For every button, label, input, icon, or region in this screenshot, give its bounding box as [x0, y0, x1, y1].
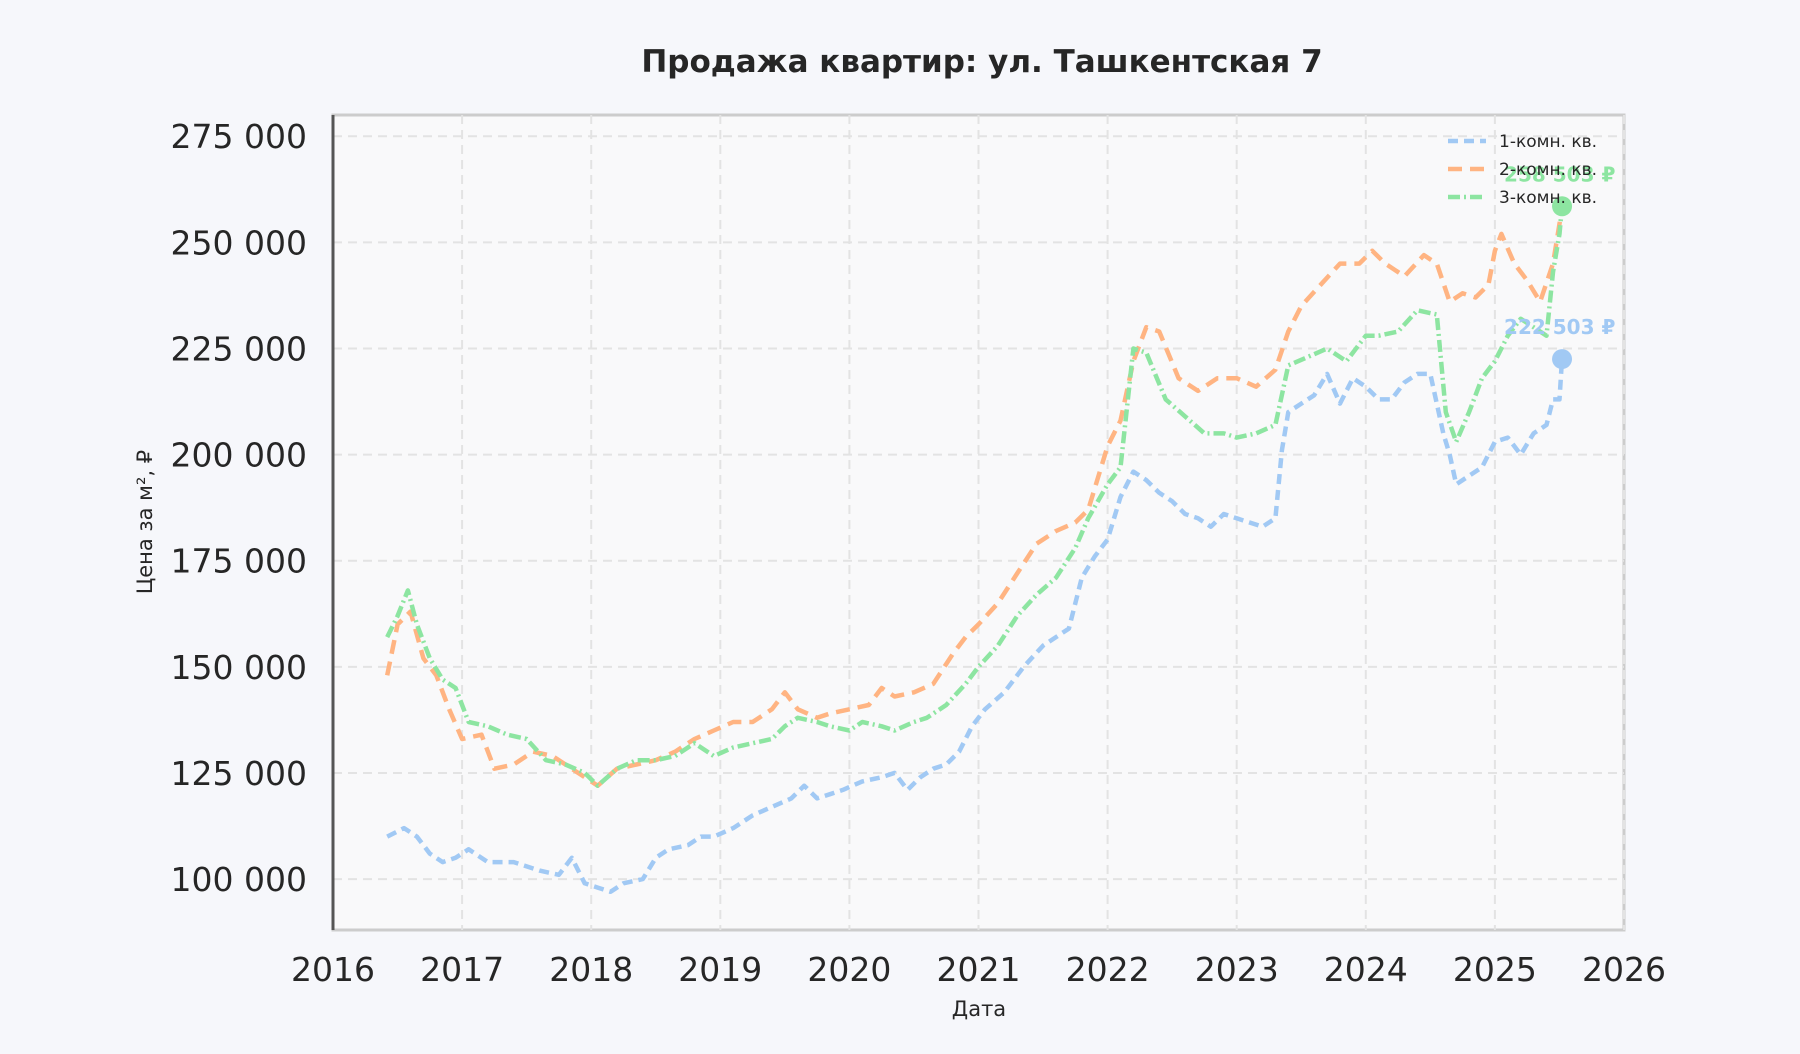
legend-label-1: 1-комн. кв.	[1499, 132, 1597, 152]
x-tick-label: 2024	[1324, 950, 1408, 989]
endpoint-marker-1	[1552, 349, 1573, 370]
x-tick-label: 2026	[1582, 950, 1666, 989]
x-axis-label: Дата	[952, 997, 1006, 1021]
y-tick-label: 175 000	[171, 542, 307, 581]
y-tick-label: 100 000	[171, 860, 307, 899]
y-tick-label: 275 000	[171, 117, 307, 156]
series-line-1	[386, 358, 1565, 895]
annotations: 222 503 ₽ 258 503 ₽	[1504, 162, 1615, 370]
y-tick-label: 250 000	[171, 223, 307, 262]
legend-label-3: 3-комн. кв.	[1499, 188, 1597, 208]
x-tick-label: 2021	[937, 950, 1021, 989]
x-tick-label: 2023	[1195, 950, 1279, 989]
series-line-2	[384, 208, 1565, 788]
chart-title: Продажа квартир: ул. Ташкентская 7	[641, 44, 1322, 80]
y-tick-label: 125 000	[171, 754, 307, 793]
series-line-3	[385, 206, 1565, 788]
endpoint-label-1: 222 503 ₽	[1504, 315, 1615, 339]
x-tick-label: 2017	[420, 950, 504, 989]
endpoint-marker-2	[1552, 196, 1573, 217]
series-layer	[384, 206, 1565, 895]
x-tick-label: 2020	[807, 950, 891, 989]
y-tick-label: 225 000	[171, 329, 307, 368]
axis-ticks: 100 000 125 000 150 000 175 000 200 000 225 0…	[171, 117, 1666, 989]
y-tick-label: 200 000	[171, 436, 307, 475]
x-tick-label: 2016	[291, 950, 375, 989]
x-tick-label: 2018	[549, 950, 633, 989]
y-tick-label: 150 000	[171, 648, 307, 687]
x-tick-label: 2019	[678, 950, 762, 989]
x-tick-label: 2022	[1066, 950, 1150, 989]
x-tick-label: 2025	[1453, 950, 1537, 989]
y-axis-label: Цена за м², ₽	[133, 450, 157, 594]
endpoint-label-2: 258 503 ₽	[1504, 162, 1615, 186]
legend: 1-комн. кв. 2-комн. кв. 3-комн. кв.	[1448, 132, 1597, 208]
legend-label-2: 2-комн. кв.	[1499, 160, 1597, 180]
